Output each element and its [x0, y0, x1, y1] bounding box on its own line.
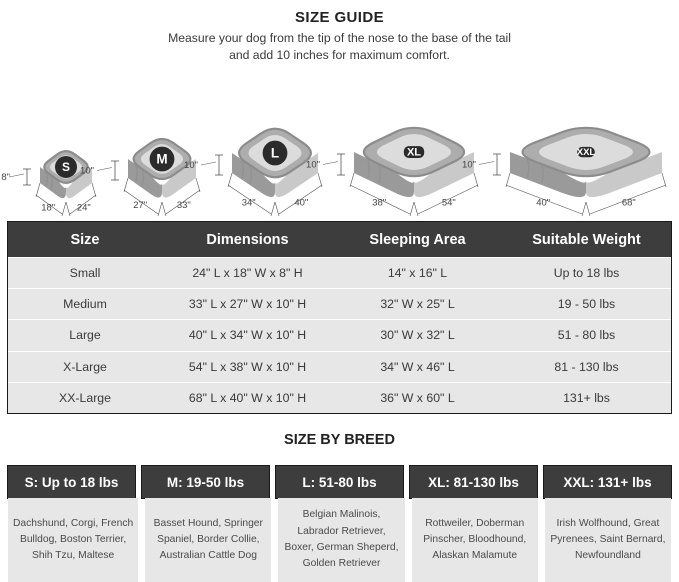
svg-text:M: M — [156, 152, 167, 167]
svg-text:8": 8" — [1, 172, 10, 183]
svg-text:L: L — [271, 146, 279, 161]
svg-text:S: S — [62, 160, 70, 174]
svg-text:XXL: XXL — [577, 147, 596, 158]
svg-text:XL: XL — [407, 147, 421, 159]
